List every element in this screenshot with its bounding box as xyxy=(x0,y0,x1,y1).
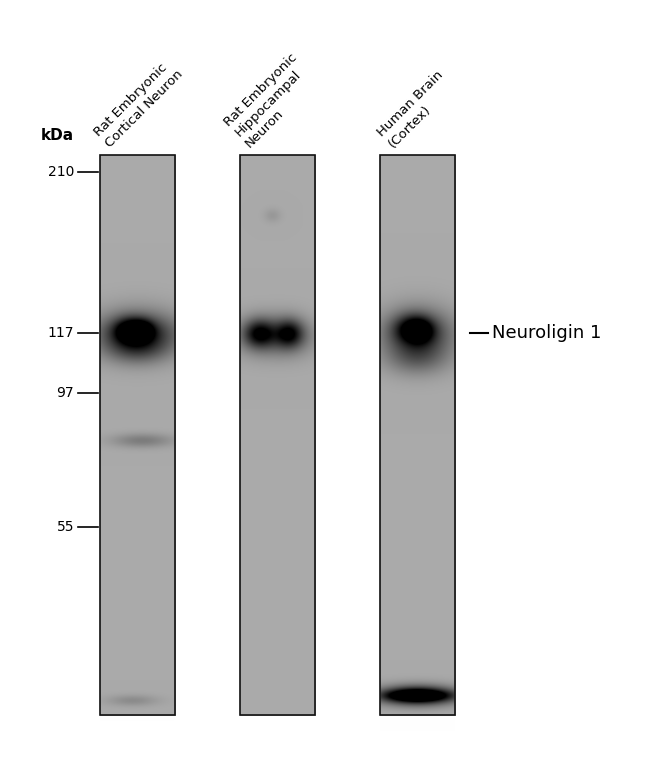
Text: 117: 117 xyxy=(47,326,74,340)
Bar xyxy=(100,155,175,715)
Text: Rat Embryonic
Hippocampal
Neuron: Rat Embryonic Hippocampal Neuron xyxy=(222,51,320,150)
Text: Neuroligin 1: Neuroligin 1 xyxy=(492,324,601,342)
Bar xyxy=(240,155,315,715)
Text: 97: 97 xyxy=(57,386,74,400)
Text: 55: 55 xyxy=(57,520,74,534)
Bar xyxy=(380,155,455,715)
Text: Rat Embryonic
Cortical Neuron: Rat Embryonic Cortical Neuron xyxy=(92,57,185,150)
Text: Human Brain
(Cortex): Human Brain (Cortex) xyxy=(375,68,456,150)
Text: kDa: kDa xyxy=(41,128,74,143)
Text: 210: 210 xyxy=(47,165,74,179)
